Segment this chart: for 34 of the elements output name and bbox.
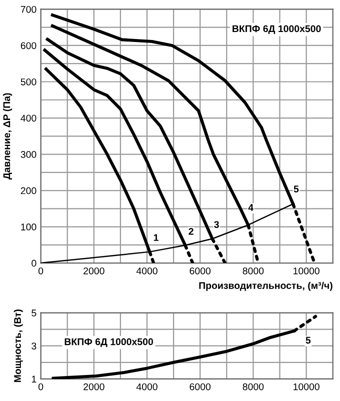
x-tick-label: 10000 bbox=[294, 267, 320, 274]
x-tick-label: 8000 bbox=[242, 383, 264, 390]
y-tick-label: 300 bbox=[20, 151, 36, 158]
x-tick-label: 10000 bbox=[294, 383, 320, 390]
x-tick-label: 6000 bbox=[190, 383, 211, 390]
y-tick-label: 700 bbox=[20, 6, 36, 13]
x-axis-title: Производительность, (м³/ч) bbox=[199, 282, 332, 291]
y-tick-label: 100 bbox=[21, 224, 36, 230]
annotation: 2 bbox=[188, 228, 194, 235]
x-tick-label: 0 bbox=[38, 267, 44, 274]
y-tick-label: 400 bbox=[20, 114, 36, 122]
x-tick-label: 0 bbox=[38, 383, 44, 390]
annotation: 1 bbox=[154, 234, 158, 241]
y-tick-label: 0 bbox=[32, 260, 36, 267]
x-tick-label: 8000 bbox=[242, 267, 264, 274]
x-tick-label: 2000 bbox=[84, 267, 104, 274]
y-tick-label: 3 bbox=[32, 342, 36, 350]
y-tick-label: 600 bbox=[20, 42, 36, 50]
x-tick-label: 4000 bbox=[136, 267, 158, 274]
x-tick-label: 2000 bbox=[84, 383, 104, 390]
annotation: 4 bbox=[248, 204, 254, 211]
y-tick-label: 200 bbox=[20, 187, 36, 194]
text: ВКПФ 6Д 1000x500 bbox=[232, 25, 321, 34]
y-tick-label: 5 bbox=[32, 310, 36, 316]
y-axis-title: Давление, ΔP (Па) bbox=[3, 93, 12, 180]
x-tick-label: 6000 bbox=[190, 267, 211, 274]
y-tick-label: 500 bbox=[20, 78, 36, 86]
annotation: 5 bbox=[294, 186, 299, 192]
annotation: 5 bbox=[306, 336, 311, 344]
x-tick-label: 4000 bbox=[136, 383, 158, 390]
text: ВКПФ 6Д 1000x500 bbox=[64, 338, 153, 348]
y-tick-label: 1 bbox=[32, 376, 36, 382]
annotation: 3 bbox=[214, 221, 219, 228]
y-axis-title: Мощность, (Вт) bbox=[14, 310, 23, 382]
